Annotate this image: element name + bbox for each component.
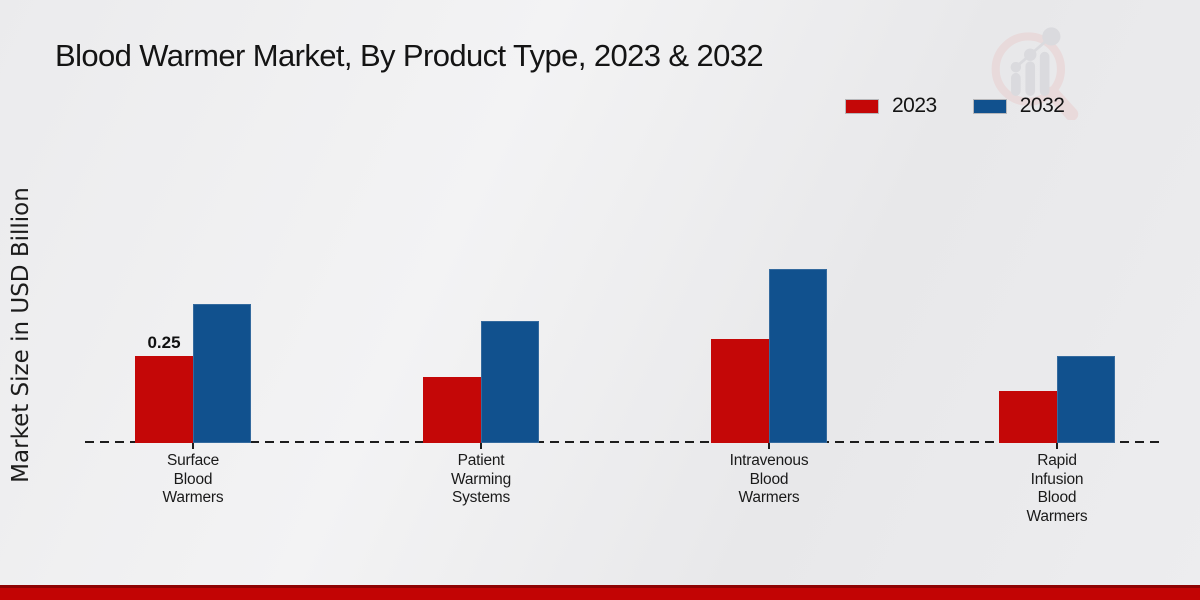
category-label: Intravenous Blood Warmers — [729, 452, 809, 506]
x-axis-tick — [192, 443, 194, 449]
footer-red-line — [0, 588, 1200, 600]
data-label: 0.25 — [147, 333, 181, 352]
category-label: Patient Warming Systems — [450, 452, 512, 506]
x-axis-tick — [1056, 443, 1058, 449]
bar-2032-group1 — [193, 304, 251, 443]
category-label: Surface Blood Warmers — [162, 452, 224, 506]
bar-2032-group2 — [481, 321, 539, 443]
x-axis-tick — [480, 443, 482, 449]
bar-2032-group3 — [769, 269, 827, 443]
legend-label-2032: 2032 — [1019, 94, 1065, 117]
legend-swatch-2032 — [972, 98, 1007, 114]
legend-item-2032: 2032 — [972, 94, 1065, 118]
x-axis-baseline — [85, 441, 1165, 443]
legend-item-2023: 2023 — [845, 94, 937, 118]
legend: 2023 2032 — [845, 94, 1065, 118]
chart-title: Blood Warmer Market, By Product Type, 20… — [55, 38, 764, 73]
bar-2023-group3 — [711, 339, 769, 443]
x-axis-tick — [768, 443, 770, 449]
category-label: Rapid Infusion Blood Warmers — [1026, 452, 1088, 525]
footer-dark-line — [0, 585, 1200, 588]
bar-2023-group4 — [999, 391, 1057, 443]
legend-swatch-2023 — [845, 98, 879, 114]
bar-2032-group4 — [1057, 356, 1115, 443]
footer-band — [0, 585, 1200, 600]
bar-2023-group2 — [423, 377, 481, 443]
market-research-future-logo-icon — [991, 27, 1079, 120]
bar-2023-group1 — [135, 356, 193, 443]
legend-label-2023: 2023 — [892, 94, 937, 117]
